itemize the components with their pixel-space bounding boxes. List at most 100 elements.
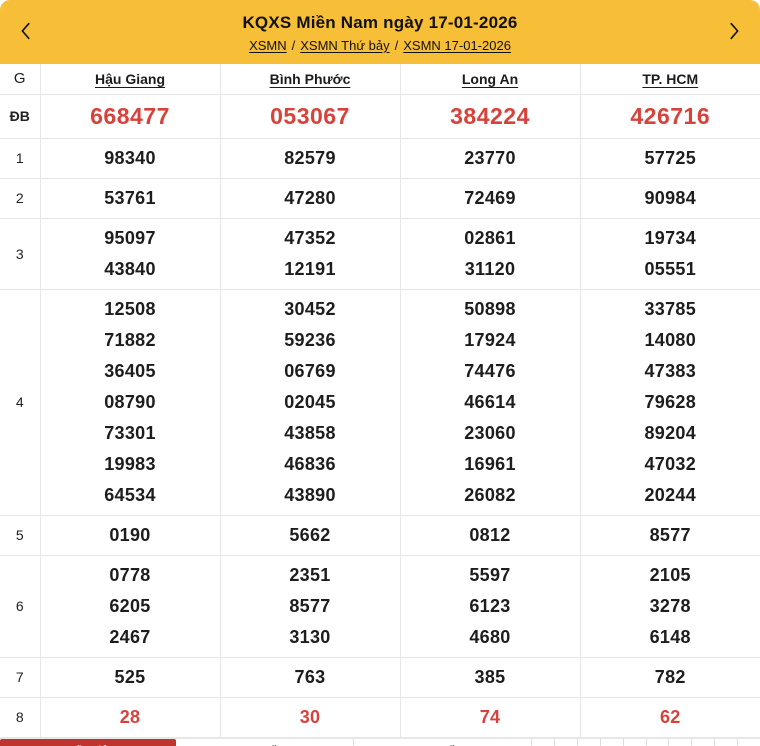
result-cell: 0190	[39, 514, 221, 556]
result-number: 6123	[469, 595, 511, 616]
result-number: 8577	[289, 595, 331, 616]
prize-label: 1	[0, 137, 41, 179]
filter-tab-3-digits[interactable]: 3 số	[354, 738, 532, 746]
prize-label: 8	[0, 696, 41, 738]
result-cell: 47280	[219, 177, 401, 219]
result-number: 6148	[649, 626, 691, 647]
result-number: 426716	[630, 102, 711, 129]
digit-filters: 0123456789	[532, 738, 760, 746]
table-row: ĐB 668477 053067 384224 426716	[0, 93, 760, 139]
column-header[interactable]: Bình Phước	[219, 64, 401, 95]
result-number: 26082	[464, 484, 516, 505]
table-row: 6 0778 6205 2467 2351 8577 3130 5597 6123 4680 210…	[0, 554, 760, 658]
result-number: 525	[114, 666, 146, 687]
prize-label: 3	[0, 217, 41, 290]
column-header[interactable]: Long An	[399, 64, 581, 95]
result-number: 43840	[104, 258, 156, 279]
result-cell: 385	[399, 656, 581, 698]
result-cell: 50898 17924 74476 46614 23060 16961 26082	[399, 288, 581, 516]
digit-filter-5[interactable]: 5	[646, 738, 670, 746]
result-number: 2467	[109, 626, 151, 647]
result-number: 053067	[270, 102, 350, 129]
breadcrumb-link-date[interactable]: XSMN 17-01-2026	[403, 38, 511, 53]
result-number: 08790	[104, 391, 156, 412]
column-header[interactable]: TP. HCM	[579, 64, 760, 95]
digit-filter-6[interactable]: 6	[669, 738, 693, 746]
prev-day-button[interactable]	[6, 6, 46, 58]
result-cell: 57725	[579, 137, 760, 179]
breadcrumb-link-xsmn[interactable]: XSMN	[249, 38, 287, 53]
result-cell: 47352 12191	[219, 217, 401, 290]
result-number: 64534	[104, 484, 156, 505]
result-cell: 525	[39, 656, 221, 698]
result-number: 89204	[644, 422, 697, 443]
result-number: 17924	[464, 329, 516, 350]
result-cell: 90984	[579, 177, 760, 219]
result-number: 47383	[644, 360, 697, 381]
chevron-left-icon	[15, 20, 37, 45]
digit-filter-8[interactable]: 8	[715, 738, 739, 746]
result-number: 19983	[104, 453, 156, 474]
results-body: ĐB 668477 053067 384224 426716 1 98340 82579 237…	[0, 93, 760, 738]
result-number: 2105	[649, 564, 691, 585]
digit-filter-1[interactable]: 1	[554, 738, 578, 746]
result-number: 31120	[464, 258, 516, 279]
filter-tab-full[interactable]: Đầy đủ	[0, 738, 176, 746]
digit-filter-7[interactable]: 7	[692, 738, 716, 746]
result-cell: 19734 05551	[579, 217, 760, 290]
result-number: 5662	[289, 524, 331, 545]
column-header[interactable]: Hậu Giang	[39, 64, 221, 95]
result-number: 46614	[464, 391, 516, 412]
result-cell: 2351 8577 3130	[219, 554, 401, 658]
result-cell: 5662	[219, 514, 401, 556]
digit-filter-3[interactable]: 3	[600, 738, 624, 746]
result-cell: 53761	[39, 177, 221, 219]
result-cell: 72469	[399, 177, 581, 219]
result-number: 16961	[464, 453, 516, 474]
result-number: 3278	[649, 595, 691, 616]
breadcrumb-link-weekday[interactable]: XSMN Thứ bảy	[300, 38, 390, 53]
result-number: 0812	[469, 524, 511, 545]
result-number: 46836	[284, 453, 336, 474]
result-number: 385	[474, 666, 506, 687]
result-number: 20244	[644, 484, 697, 505]
result-cell: 5597 6123 4680	[399, 554, 581, 658]
digit-filter-0[interactable]: 0	[532, 738, 555, 746]
table-row: 4 12508 71882 36405 08790 73301 19983 64534 3045…	[0, 288, 760, 516]
result-cell: 426716	[579, 93, 760, 139]
result-number: 73301	[104, 422, 156, 443]
result-cell: 62	[579, 696, 760, 738]
result-number: 90984	[644, 187, 697, 208]
digit-filter-2[interactable]: 2	[577, 738, 601, 746]
table-row: 5 0190 5662 0812 8577	[0, 514, 760, 556]
result-cell: 2105 3278 6148	[579, 554, 760, 658]
filter-bar: Đầy đủ 2 số 3 số 0123456789	[0, 737, 760, 746]
result-cell: 95097 43840	[39, 217, 221, 290]
result-number: 95097	[104, 227, 156, 248]
result-number: 47032	[644, 453, 697, 474]
result-number: 0190	[109, 524, 151, 545]
result-number: 53761	[104, 187, 156, 208]
table-row: 2 53761 47280 72469 90984	[0, 177, 760, 219]
digit-filter-9[interactable]: 9	[738, 738, 760, 746]
header: KQXS Miền Nam ngày 17-01-2026 XSMN / XSMN …	[0, 0, 760, 64]
prize-label: 7	[0, 656, 41, 698]
corner-header: G	[0, 64, 41, 95]
result-cell: 28	[39, 696, 221, 738]
result-cell: 30452 59236 06769 02045 43858 46836 43890	[219, 288, 401, 516]
prize-label: ĐB	[0, 93, 41, 139]
result-cell: 053067	[219, 93, 401, 139]
result-number: 47280	[284, 187, 336, 208]
result-number: 782	[654, 666, 686, 687]
next-day-button[interactable]	[714, 6, 754, 58]
result-number: 71882	[104, 329, 156, 350]
result-number: 30452	[284, 298, 336, 319]
result-cell: 02861 31120	[399, 217, 581, 290]
result-cell: 23770	[399, 137, 581, 179]
filter-tab-2-digits[interactable]: 2 số	[176, 738, 354, 746]
result-number: 74	[479, 706, 501, 727]
result-cell: 30	[219, 696, 401, 738]
breadcrumb-separator: /	[291, 38, 296, 53]
digit-filter-4[interactable]: 4	[623, 738, 647, 746]
breadcrumb: XSMN / XSMN Thứ bảy / XSMN 17-01-2026	[46, 38, 714, 53]
